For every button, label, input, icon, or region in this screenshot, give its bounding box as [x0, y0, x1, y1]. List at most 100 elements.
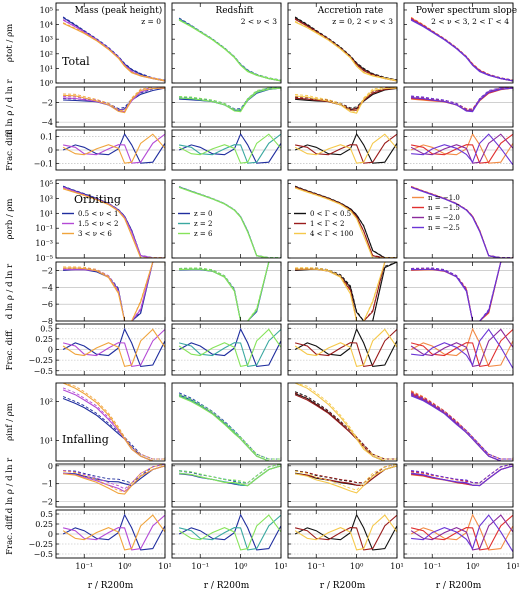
- series-model-line-2: [179, 87, 281, 111]
- series-model-line-0: [295, 262, 397, 321]
- panel-frame: [55, 463, 166, 508]
- x-tick-label: 10⁻¹: [75, 562, 93, 571]
- x-tick-label: 10¹: [506, 562, 519, 571]
- panel-r1-c2: [287, 86, 398, 128]
- series-model-line-1: [294, 18, 397, 81]
- series-line-2: [179, 465, 281, 487]
- series-model-line-0: [410, 185, 513, 258]
- series-model-line-1: [62, 387, 165, 460]
- column-title: Accretion rate: [317, 6, 383, 16]
- panel-r2-c3: [403, 129, 514, 171]
- panel-r7-c0: −2 −1 0: [41, 462, 166, 508]
- column-subtitle: 2 < ν < 3: [241, 17, 277, 26]
- panel-r7-c1: [171, 463, 282, 508]
- series-line-0: [62, 17, 165, 82]
- y-tick-label: 0.5: [40, 324, 53, 333]
- y-tick-label: −4: [41, 283, 53, 292]
- series-model-line-1: [178, 393, 281, 460]
- column-title: Redshift: [215, 6, 253, 16]
- series-model-line-3: [410, 393, 513, 460]
- legend-label: 0 < Γ < 0.5: [310, 210, 351, 218]
- series-line-1: [411, 262, 513, 321]
- column-title: Mass (peak height): [75, 5, 163, 16]
- series-line-2: [178, 133, 281, 164]
- panel-r4-c2: [287, 261, 398, 322]
- series-model-line-2: [62, 22, 165, 81]
- series-model-line-2: [295, 262, 397, 321]
- y-tick-label: −0.1: [34, 159, 53, 168]
- row-ylabel: d ln ρ / d ln r: [5, 78, 15, 134]
- series-line-1: [294, 133, 397, 164]
- y-tick-label: 0.1: [40, 133, 53, 142]
- series-line-1: [178, 328, 281, 368]
- series-line-2: [294, 465, 397, 494]
- series-line-1: [295, 87, 397, 111]
- series-model-line-1: [63, 464, 165, 490]
- y-tick-label: −0.5: [34, 550, 53, 559]
- panel-frame: [171, 86, 282, 128]
- y-tick-label: 10¹: [40, 209, 53, 218]
- y-tick-label: −4: [41, 118, 53, 127]
- series-model-line-2: [295, 87, 397, 113]
- series-line-1: [179, 87, 281, 112]
- x-axis-label: r / R200m: [320, 581, 366, 591]
- panel-r1-c1: [171, 86, 282, 128]
- panel-r1-c3: [403, 86, 514, 128]
- series-line-1: [179, 262, 281, 321]
- series-line-2: [62, 514, 165, 551]
- series-model-line-0: [63, 464, 165, 484]
- x-tick-label: 10¹: [274, 562, 287, 571]
- series-model-line-1: [62, 186, 165, 258]
- y-tick-label: 10⁵: [40, 6, 53, 15]
- panel-frame: [287, 463, 398, 508]
- x-tick-label: 10⁻¹: [307, 562, 325, 571]
- column-subtitle: z = 0, 2 < ν < 3: [332, 17, 393, 26]
- x-tick-label: 10¹: [158, 562, 171, 571]
- panel-r0-c0: 10⁰ 10¹ 10² 10³ 10⁴ 10⁵: [40, 2, 166, 88]
- panel-frame: [403, 261, 514, 322]
- panel-frame: [171, 179, 282, 259]
- panel-frame: [55, 86, 166, 128]
- y-tick-label: 10²: [40, 398, 53, 407]
- series-model-line-0: [62, 16, 165, 81]
- panel-frame: [403, 179, 514, 259]
- series-line-2: [294, 383, 397, 461]
- series-model-line-2: [294, 20, 397, 81]
- panel-frame: [55, 2, 166, 84]
- y-tick-label: −2: [41, 266, 53, 275]
- series-model-line-1: [295, 87, 397, 110]
- legend-label: n = −1.5: [428, 204, 460, 212]
- series-line-2: [411, 262, 513, 321]
- series-line-0: [179, 262, 281, 321]
- series-line-1: [410, 186, 513, 258]
- series-model-line-3: [411, 464, 513, 484]
- series-model-line-0: [410, 390, 513, 460]
- series-line-1: [294, 514, 397, 551]
- series-model-line-2: [295, 464, 397, 491]
- series-model-line-2: [63, 87, 165, 112]
- panel-frame: [287, 86, 398, 128]
- y-tick-label: 0.25: [35, 520, 53, 529]
- y-tick-label: 0: [48, 146, 53, 155]
- y-tick-label: 10¹: [40, 437, 53, 446]
- series-line-1: [178, 133, 281, 164]
- series-line-2: [62, 328, 165, 368]
- y-tick-label: −8: [41, 317, 53, 326]
- panel-r5-c3: [403, 323, 514, 376]
- panel-r0-c1: [171, 2, 282, 84]
- series-model-line-2: [62, 383, 165, 460]
- panel-r8-c2: [287, 509, 398, 559]
- series-model-line-1: [410, 391, 513, 460]
- x-axis-label: r / R200m: [88, 581, 134, 591]
- panel-r4-c1: [171, 261, 282, 322]
- row-ylabel: Frac. diff.: [5, 129, 15, 171]
- legend-label: 1.5 < ν < 2: [78, 220, 118, 228]
- y-tick-label: 0.5: [40, 510, 53, 519]
- series-line-1: [410, 328, 513, 368]
- series-line-2: [179, 87, 281, 113]
- series-model-line-2: [410, 186, 513, 258]
- legend-label: z = 2: [194, 220, 212, 228]
- panel-frame: [403, 382, 514, 462]
